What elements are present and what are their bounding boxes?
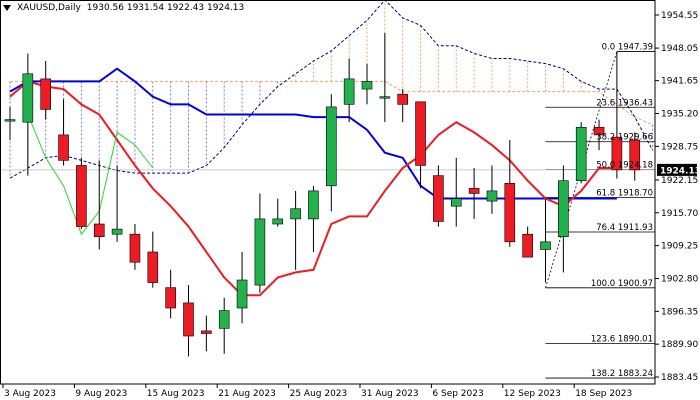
y-tick-label: 1896.35 bbox=[661, 307, 698, 317]
fib-level-label: 123.6 1890.01 bbox=[591, 335, 653, 345]
candle-body bbox=[325, 106, 337, 187]
fib-level-label: 61.8 1918.70 bbox=[596, 189, 653, 199]
y-tick-label: 1889.90 bbox=[661, 340, 698, 350]
x-tick-label: 25 Aug 2023 bbox=[290, 389, 348, 399]
x-tick-label: 3 Aug 2023 bbox=[4, 389, 56, 399]
candle-body bbox=[40, 78, 52, 110]
candle-body bbox=[522, 233, 533, 258]
ichimoku-cloud bbox=[9, 0, 654, 179]
y-tick-label: 1954.55 bbox=[661, 11, 698, 21]
x-tick-label: 12 Sep 2023 bbox=[504, 389, 561, 399]
candle-body bbox=[218, 310, 230, 329]
candle-body bbox=[379, 96, 391, 99]
candlesticks bbox=[4, 33, 641, 357]
candle-body bbox=[361, 81, 373, 90]
candle-body bbox=[486, 190, 498, 202]
fib-level-label: 23.6 1936.43 bbox=[596, 98, 653, 108]
y-tick-label: 1941.65 bbox=[661, 77, 698, 87]
y-tick-label: 1935.20 bbox=[661, 110, 698, 120]
x-tick-label: 21 Aug 2023 bbox=[218, 389, 276, 399]
candle-body bbox=[504, 182, 516, 243]
candle-body bbox=[58, 134, 69, 161]
candle-body bbox=[272, 218, 284, 225]
plot-border bbox=[0, 0, 656, 385]
symbol-label: XAUUSD,Daily bbox=[17, 3, 81, 13]
candle-body bbox=[236, 279, 248, 309]
fib-level-label: 38.2 1929.66 bbox=[596, 133, 653, 143]
candle-body bbox=[611, 136, 623, 171]
candle-body bbox=[183, 302, 194, 337]
candle-body bbox=[558, 180, 569, 238]
collapse-triangle-icon[interactable] bbox=[3, 5, 11, 11]
candle-body bbox=[540, 241, 551, 250]
chikou-span-line bbox=[27, 114, 154, 236]
y-tick-label: 1902.80 bbox=[661, 274, 698, 284]
candle-body bbox=[343, 78, 355, 105]
candle-body bbox=[593, 126, 605, 136]
ohlc-values: 1930.56 1931.54 1922.43 1924.13 bbox=[86, 3, 245, 13]
candle-body bbox=[22, 73, 34, 123]
fib-trend-line bbox=[545, 51, 618, 288]
fib-level-label: 138.2 1883.24 bbox=[591, 369, 653, 379]
candle-body bbox=[129, 233, 141, 263]
fib-level-label: 76.4 1911.93 bbox=[596, 223, 653, 233]
x-tick-label: 6 Sep 2023 bbox=[432, 389, 483, 399]
current-price-tag bbox=[657, 163, 697, 176]
y-tick-label: 1883.45 bbox=[661, 373, 698, 383]
y-tick-label: 1915.70 bbox=[661, 209, 698, 219]
x-tick-label: 15 Aug 2023 bbox=[147, 389, 205, 399]
candle-body bbox=[575, 126, 587, 182]
fib-level-label: 0.0 1947.39 bbox=[602, 42, 653, 52]
y-tick-label: 1909.25 bbox=[661, 242, 698, 252]
candle-body bbox=[433, 175, 444, 222]
senkou-span-b-line bbox=[9, 0, 654, 179]
candle-body bbox=[111, 228, 123, 235]
candle-body bbox=[468, 188, 480, 194]
fibonacci-labels: 0.0 1947.39 23.6 1936.43 38.2 1929.66 50.0 … bbox=[591, 42, 653, 379]
senkou-span-a-line bbox=[10, 80, 653, 126]
tenkan-sen-line bbox=[9, 80, 617, 297]
candle-body bbox=[254, 218, 266, 286]
candle-body bbox=[4, 119, 16, 122]
candle-body bbox=[76, 165, 87, 227]
candle-body bbox=[397, 93, 409, 105]
candle-body bbox=[290, 208, 301, 220]
kijun-sen-line bbox=[9, 67, 617, 200]
y-tick-label: 1922.15 bbox=[661, 176, 698, 186]
candle-body bbox=[415, 101, 426, 166]
x-tick-label: 31 Aug 2023 bbox=[361, 389, 419, 399]
y-tick-label: 1928.75 bbox=[661, 142, 698, 152]
chart-header: XAUUSD,Daily 1930.56 1931.54 1922.43 192… bbox=[3, 3, 244, 13]
x-tick-label: 18 Sep 2023 bbox=[575, 389, 632, 399]
x-tick-label: 9 Aug 2023 bbox=[75, 389, 127, 399]
fib-level-label: 100.0 1900.97 bbox=[591, 279, 653, 289]
candle-body bbox=[308, 190, 319, 220]
candle-body bbox=[450, 198, 462, 207]
fib-level-label: 50.0 1924.18 bbox=[596, 161, 653, 171]
candle-body bbox=[147, 251, 159, 283]
candle-body bbox=[165, 287, 176, 309]
fibonacci-levels bbox=[0, 51, 655, 379]
indicator-lines bbox=[9, 67, 617, 297]
candle-body bbox=[93, 223, 105, 238]
candle-body bbox=[629, 139, 641, 171]
current-price-label: 1924.13 bbox=[660, 166, 700, 176]
y-tick-label: 1948.05 bbox=[661, 44, 698, 54]
candle-body bbox=[201, 330, 212, 334]
